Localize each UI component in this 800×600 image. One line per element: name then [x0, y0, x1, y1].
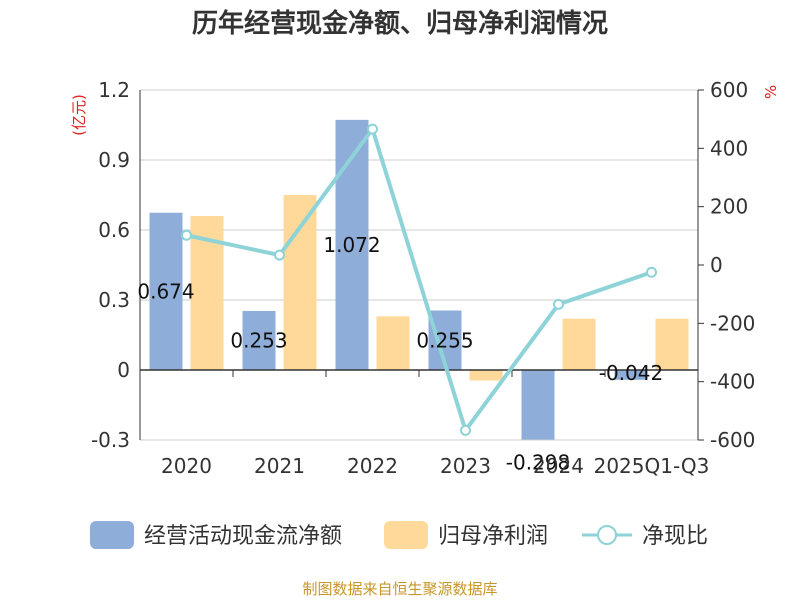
- data-labels: 0.674 0.253 1.072 0.255 -0.298 -0.042: [137, 233, 663, 475]
- right-tick-label: -400: [710, 370, 755, 394]
- category-label: 2022: [347, 454, 398, 478]
- left-tick-label: 0.9: [98, 148, 130, 172]
- profit-bar: [376, 316, 410, 370]
- cashflow-data-label: -0.042: [599, 361, 663, 385]
- left-axis-ticks: 1.2 0.9 0.6 0.3 0 -0.3: [91, 78, 130, 452]
- left-tick-label: 1.2: [98, 78, 130, 102]
- legend-label-ratio: 净现比: [642, 524, 708, 549]
- ratio-point: [553, 298, 564, 310]
- axes: [139, 90, 699, 440]
- legend-swatch-cashflow: [90, 521, 134, 549]
- gridlines: [140, 89, 698, 441]
- left-tick-label: -0.3: [91, 428, 130, 452]
- right-tick-label: 400: [710, 136, 748, 160]
- right-tick-label: 0: [710, 253, 723, 277]
- left-axis-unit: (亿元): [70, 94, 88, 136]
- bars: [149, 119, 689, 440]
- ratio-point: [460, 424, 471, 436]
- profit-bar: [655, 318, 689, 370]
- cashflow-bar: [521, 370, 555, 440]
- cashflow-data-label: 0.255: [416, 328, 473, 352]
- legend-label-cashflow: 经营活动现金流净额: [144, 524, 342, 549]
- ratio-point: [367, 123, 378, 135]
- right-axis-unit: %: [762, 85, 780, 99]
- category-label: 2021: [254, 454, 305, 478]
- legend-swatch-profit: [384, 521, 428, 549]
- profit-bar: [469, 370, 503, 381]
- right-tick-label: -200: [710, 311, 755, 335]
- ratio-point: [181, 229, 192, 241]
- legend-label-profit: 归母净利润: [438, 524, 548, 549]
- category-label: 2024: [533, 454, 584, 478]
- left-tick-label: 0: [117, 358, 130, 382]
- category-labels: 2020 2021 2022 2023 2024 2025Q1-Q3: [161, 454, 709, 478]
- legend: 经营活动现金流净额 归母净利润 净现比: [90, 521, 708, 549]
- right-tick-label: -600: [710, 428, 755, 452]
- cashflow-data-label: 1.072: [323, 233, 380, 257]
- cashflow-data-label: 0.253: [230, 328, 287, 352]
- category-label: 2020: [161, 454, 212, 478]
- right-tick-label: 600: [710, 78, 748, 102]
- profit-bar: [562, 318, 596, 370]
- chart-title: 历年经营现金净额、归母净利润情况: [192, 8, 608, 39]
- cashflow-bar: [149, 212, 183, 370]
- right-tick-label: 200: [710, 195, 748, 219]
- category-label: 2025Q1-Q3: [594, 454, 710, 478]
- profit-bar: [283, 195, 317, 370]
- left-tick-label: 0.3: [98, 288, 130, 312]
- cashflow-data-label: -0.298: [506, 451, 570, 475]
- ratio-point: [646, 266, 657, 278]
- cashflow-data-label: 0.674: [137, 279, 194, 303]
- cashflow-bar: [614, 370, 648, 380]
- legend-marker-ratio: [597, 525, 617, 545]
- ratio-point: [274, 249, 285, 261]
- ratio-polyline: [186, 124, 653, 435]
- source-note: 制图数据来自恒生聚源数据库: [302, 580, 497, 598]
- cashflow-bar: [242, 310, 276, 370]
- right-axis-ticks: 600 400 200 0 -200 -400 -600: [698, 78, 755, 452]
- left-tick-label: 0.6: [98, 218, 130, 242]
- ratio-line: [181, 123, 657, 436]
- category-label: 2023: [440, 454, 491, 478]
- cashflow-bar: [335, 119, 369, 370]
